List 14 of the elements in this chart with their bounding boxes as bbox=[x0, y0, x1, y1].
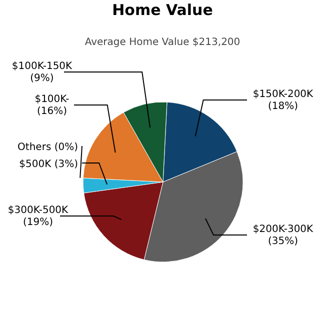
slice-label: $300K-500K bbox=[8, 205, 69, 216]
data-label: (19%) bbox=[22, 217, 54, 228]
slice-label: $100K- bbox=[34, 94, 70, 105]
data-label: (9%) bbox=[30, 73, 54, 84]
data-label: (18%) bbox=[268, 101, 298, 112]
slice-label: $150K-200K bbox=[252, 89, 314, 100]
category-label: Others (0%) bbox=[18, 142, 78, 153]
slice-label: $200K-300K bbox=[252, 224, 314, 235]
chart-subtitle: Average Home Value $213,200 bbox=[84, 37, 240, 48]
data-label: (35%) bbox=[268, 236, 298, 247]
chart-title: Home Value bbox=[112, 1, 213, 19]
data-label: (16%) bbox=[36, 106, 68, 117]
slice-label: $500K (3%) bbox=[19, 159, 78, 170]
slice-label: $100K-150K bbox=[12, 61, 73, 72]
